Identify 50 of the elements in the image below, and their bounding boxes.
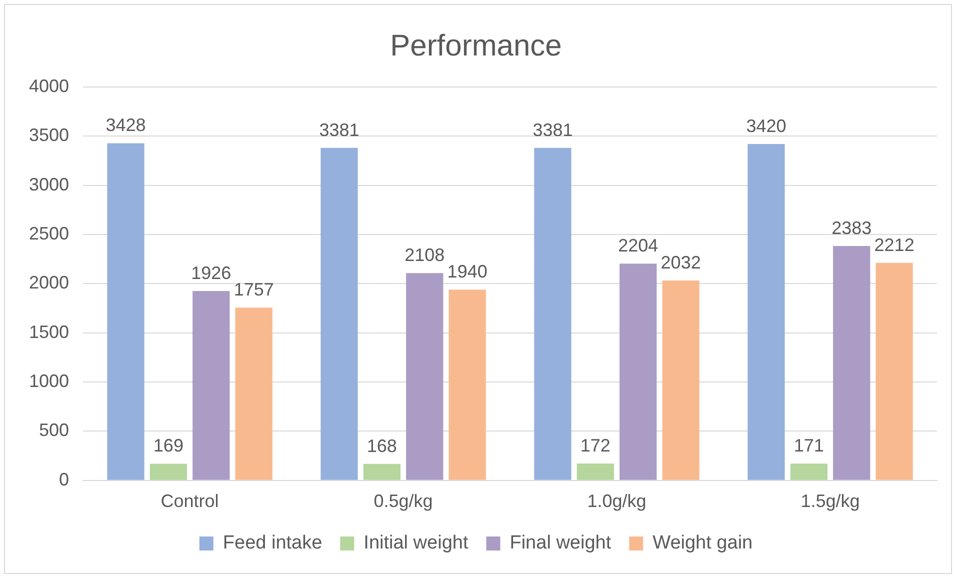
- x-tick-label: 0.5g/kg: [374, 491, 433, 512]
- y-tick-label: 3500: [28, 125, 70, 146]
- data-label: 3381: [319, 120, 360, 140]
- y-tick-label: 500: [38, 420, 70, 440]
- data-label: 2032: [660, 252, 701, 273]
- bar: [363, 464, 400, 480]
- bar: [192, 290, 230, 480]
- legend-label: Initial weight: [364, 532, 469, 554]
- data-label: 1940: [447, 262, 488, 282]
- bar: [748, 144, 785, 480]
- data-label: 3428: [106, 115, 146, 136]
- bar: [406, 273, 444, 480]
- bar: [876, 262, 913, 480]
- x-tick-label: Control: [160, 491, 219, 512]
- data-label: 171: [794, 436, 824, 456]
- data-label: 172: [580, 435, 610, 456]
- bar: [833, 246, 870, 480]
- y-tick-label: 2000: [28, 272, 70, 293]
- bar: [620, 264, 657, 480]
- data-label: 2108: [404, 245, 445, 266]
- chart-title: Performance: [390, 29, 562, 62]
- data-label: 3381: [532, 120, 573, 140]
- y-tick-label: 2500: [28, 223, 70, 244]
- data-label: 2204: [618, 236, 658, 256]
- data-label: 3420: [746, 116, 786, 136]
- bar: [107, 143, 144, 480]
- y-tick-label: 3000: [28, 174, 70, 194]
- legend-label: Feed intake: [222, 532, 322, 554]
- bar: [235, 308, 272, 480]
- y-tick-label: 4000: [28, 76, 70, 96]
- bar: [150, 464, 188, 480]
- data-label: 1757: [234, 280, 274, 300]
- bar: [790, 464, 828, 480]
- bar: [448, 290, 486, 480]
- y-tick-label: 0: [59, 469, 70, 490]
- bar: [576, 463, 614, 480]
- bar: [534, 148, 572, 480]
- bar: [662, 280, 700, 480]
- data-label: 2212: [874, 234, 914, 255]
- data-label: 168: [366, 436, 397, 456]
- legend-label: Final weight: [510, 532, 612, 554]
- legend-label: Weight gain: [652, 532, 753, 554]
- y-tick-label: 1500: [28, 322, 70, 342]
- data-label: 1926: [191, 262, 232, 283]
- bar: [320, 148, 358, 480]
- data-label: 169: [153, 436, 184, 456]
- x-tick-label: 1.5g/kg: [800, 491, 860, 512]
- y-tick-label: 1000: [28, 371, 70, 392]
- data-label: 2383: [832, 218, 872, 238]
- x-tick-label: 1.0g/kg: [587, 491, 646, 512]
